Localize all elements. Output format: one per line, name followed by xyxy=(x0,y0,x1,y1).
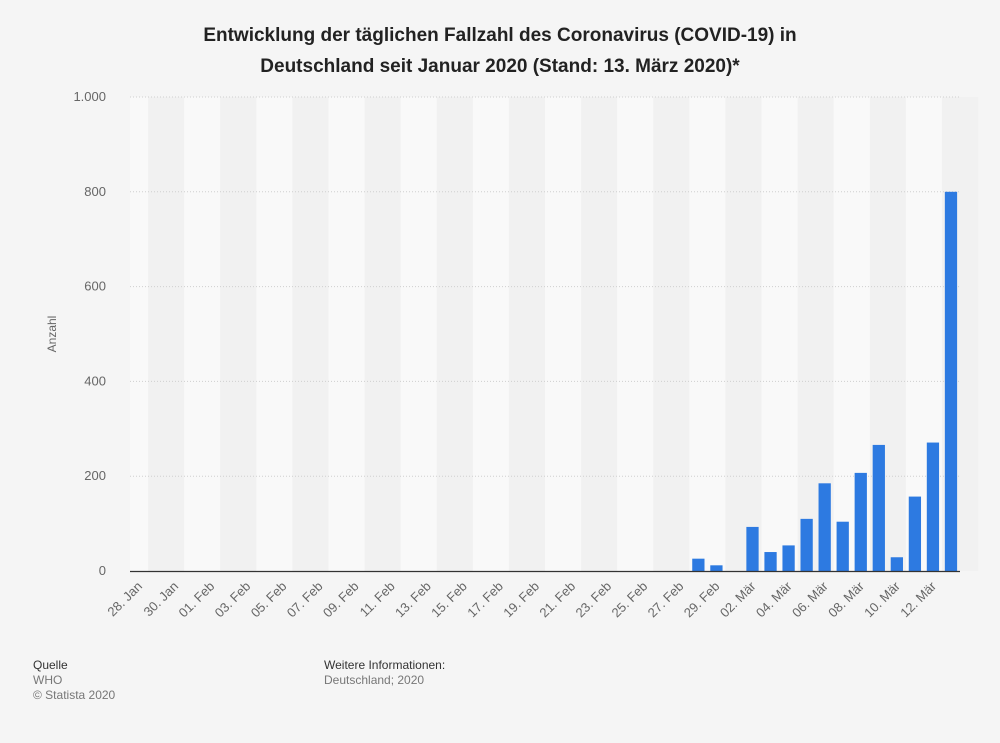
y-tick-label: 1.000 xyxy=(73,89,106,104)
y-tick-label: 0 xyxy=(99,563,106,578)
bar xyxy=(872,444,885,571)
plot-band xyxy=(148,97,185,571)
x-tick-label: 06. Mär xyxy=(789,578,831,620)
x-tick-label: 12. Mär xyxy=(897,578,939,620)
x-tick-label: 15. Feb xyxy=(428,579,470,621)
y-tick-label: 800 xyxy=(84,184,106,199)
y-tick-label: 600 xyxy=(84,279,106,294)
copyright-text[interactable]: © Statista 2020 xyxy=(33,688,116,702)
x-tick-label: 17. Feb xyxy=(464,579,506,621)
info-text: Deutschland; 2020 xyxy=(324,673,425,687)
x-tick-label: 30. Jan xyxy=(140,579,181,620)
bar xyxy=(944,191,958,572)
x-tick-label: 21. Feb xyxy=(536,579,578,621)
bar xyxy=(890,557,903,571)
x-tick-label: 29. Feb xyxy=(681,579,723,621)
bar xyxy=(926,442,940,571)
bar xyxy=(710,565,723,571)
bar xyxy=(908,496,922,571)
plot-band xyxy=(581,97,618,571)
info-block: Weitere Informationen: Deutschland; 2020 xyxy=(324,658,445,688)
x-tick-label: 05. Feb xyxy=(248,579,290,621)
plot-band xyxy=(508,97,545,571)
bar xyxy=(800,518,813,571)
plot-band xyxy=(292,97,329,571)
x-tick-label: 01. Feb xyxy=(176,579,218,621)
y-tick-label: 400 xyxy=(84,373,106,388)
x-tick-label: 11. Feb xyxy=(357,579,398,620)
bar xyxy=(836,521,849,571)
bar xyxy=(854,472,867,571)
bar xyxy=(782,545,795,571)
x-tick-label: 08. Mär xyxy=(825,578,867,620)
x-tick-label: 09. Feb xyxy=(320,579,362,621)
x-tick-label: 27. Feb xyxy=(645,579,687,621)
x-tick-label: 28. Jan xyxy=(104,579,145,620)
x-tick-label: 02. Mär xyxy=(717,578,759,620)
source-heading: Quelle xyxy=(33,658,68,672)
plot-band xyxy=(364,97,401,571)
bar xyxy=(764,552,777,571)
plot-band xyxy=(653,97,690,571)
x-tick-label: 23. Feb xyxy=(572,579,614,621)
source-name[interactable]: WHO xyxy=(33,673,63,687)
x-tick-label: 07. Feb xyxy=(284,579,326,621)
x-tick-label: 13. Feb xyxy=(392,579,434,621)
chart-title-line-1: Entwicklung der täglichen Fallzahl des C… xyxy=(203,25,797,46)
x-tick-label: 04. Mär xyxy=(753,578,795,620)
x-tick-label: 19. Feb xyxy=(500,579,542,621)
plot-band xyxy=(220,97,257,571)
x-tick-label: 10. Mär xyxy=(861,578,903,620)
plot-band xyxy=(436,97,473,571)
x-tick-label: 03. Feb xyxy=(212,579,254,621)
x-tick-label: 25. Feb xyxy=(609,579,651,621)
bar xyxy=(692,558,705,571)
y-tick-label: 200 xyxy=(84,468,106,483)
info-heading: Weitere Informationen: xyxy=(324,658,446,672)
bar xyxy=(818,483,831,571)
chart-title-line-2: Deutschland seit Januar 2020 (Stand: 13.… xyxy=(260,56,740,77)
bar xyxy=(746,526,759,571)
plot-band xyxy=(725,97,762,571)
chart-title: Entwicklung der täglichen Fallzahl des C… xyxy=(0,20,1000,82)
source-block: Quelle WHO © Statista 2020 xyxy=(33,658,115,703)
y-axis-label: Anzahl xyxy=(45,316,59,353)
